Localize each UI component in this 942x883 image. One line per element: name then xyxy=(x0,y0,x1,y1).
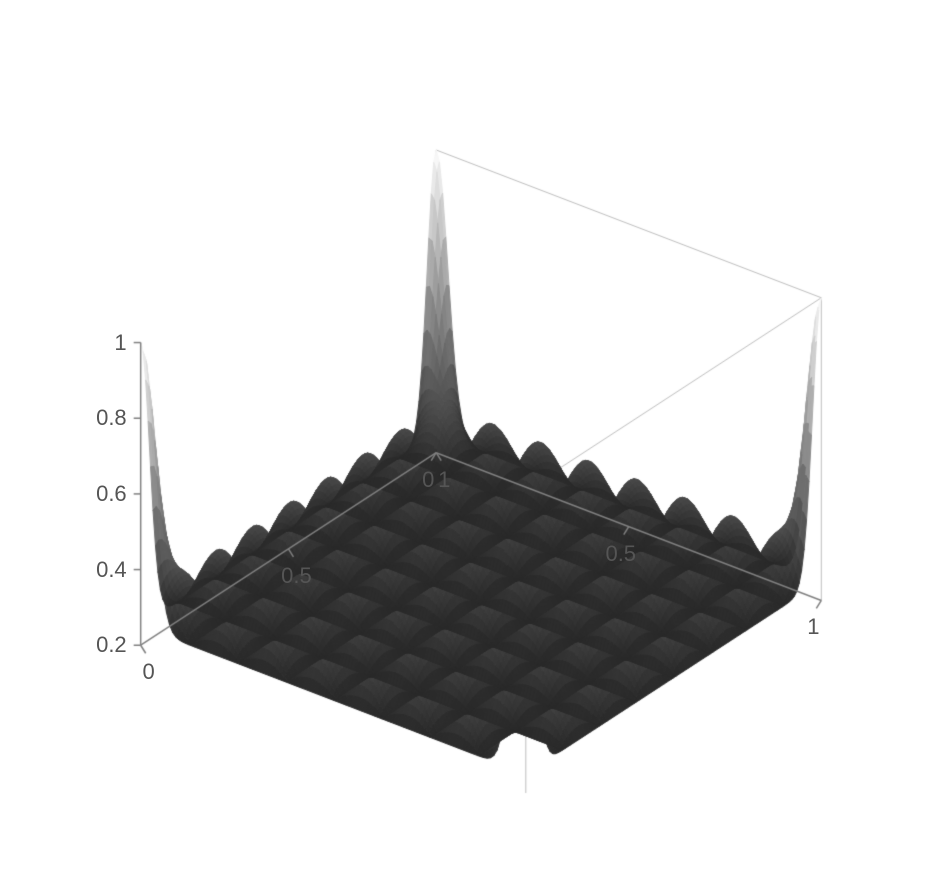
surface-plot-3d: 0.20.40.60.8100.5100.51 xyxy=(0,0,942,883)
z-tick-label: 0.2 xyxy=(96,632,127,658)
y-tick-label: 0 xyxy=(143,659,155,685)
surface-canvas xyxy=(0,0,942,883)
z-tick-label: 0.6 xyxy=(96,481,127,507)
x-tick-label: 0 xyxy=(422,467,434,493)
y-tick-label: 1 xyxy=(438,467,450,493)
z-tick-label: 0.4 xyxy=(96,557,127,583)
z-tick-label: 1 xyxy=(114,330,126,356)
x-tick-label: 1 xyxy=(807,614,819,640)
x-tick-label: 0.5 xyxy=(605,541,636,567)
z-tick-label: 0.8 xyxy=(96,405,127,431)
y-tick-label: 0.5 xyxy=(281,563,312,589)
